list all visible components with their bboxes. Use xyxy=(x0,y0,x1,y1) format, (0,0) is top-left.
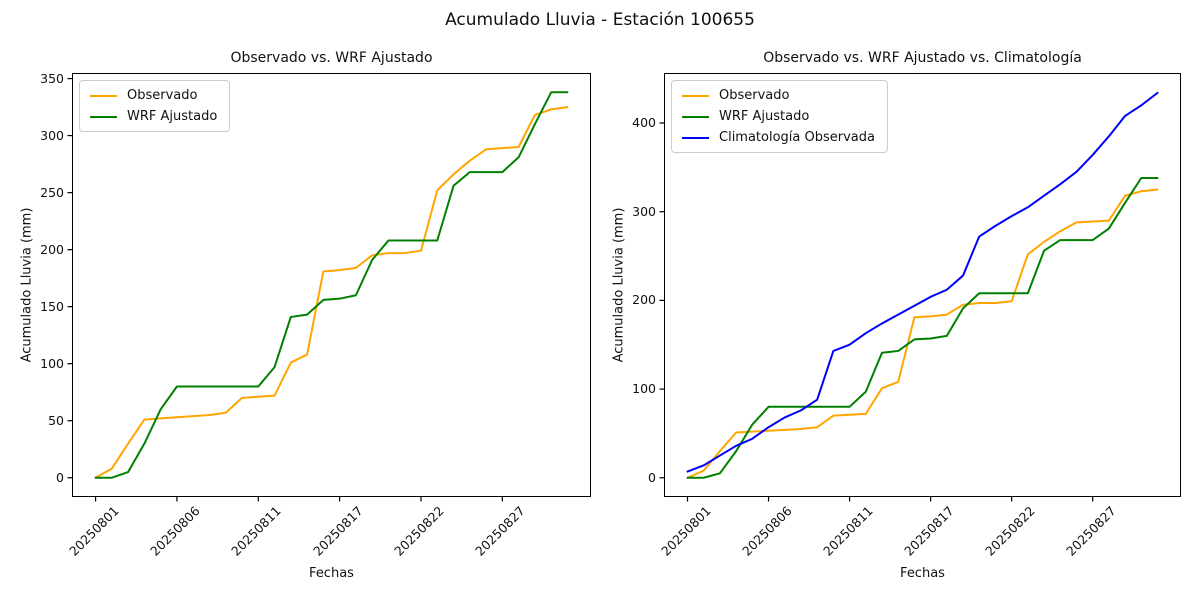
x-tick-label: 20250822 xyxy=(391,503,447,559)
y-tick-label: 200 xyxy=(40,241,64,257)
y-tick-label: 250 xyxy=(40,184,64,200)
right-y-axis-label: Acumulado Lluvia (mm) xyxy=(611,207,627,363)
left-chart-title: Observado vs. WRF Ajustado xyxy=(230,50,433,66)
series-line-climatolog-a-observada xyxy=(686,91,1159,473)
x-tick-label: 20250827 xyxy=(1062,503,1119,559)
y-tick-label: 100 xyxy=(632,381,656,397)
right-chart-plot-area xyxy=(659,73,1181,502)
axes-frame xyxy=(664,73,1181,497)
series-line-observado xyxy=(94,106,569,479)
legend-line-swatch xyxy=(90,115,117,118)
x-tick-label: 20250801 xyxy=(65,503,122,559)
x-tick-label: 20250806 xyxy=(738,503,795,559)
y-tick-label: 0 xyxy=(648,469,656,485)
series-line-observado xyxy=(686,188,1159,479)
left-chart-legend: Observado WRF Ajustado xyxy=(79,80,231,132)
left-chart-plot-area xyxy=(67,73,591,502)
legend-label: Climatología Observada xyxy=(719,130,875,145)
x-tick-label: 20250801 xyxy=(657,503,714,559)
y-tick-label: 150 xyxy=(40,298,64,314)
right-chart-legend: Observado WRF Ajustado Climatología Observ… xyxy=(671,80,888,153)
left-x-axis-label: Fechas xyxy=(309,566,354,581)
legend-line-swatch xyxy=(682,94,709,97)
legend-label: WRF Ajustado xyxy=(719,109,810,124)
y-tick-label: 400 xyxy=(632,115,656,131)
legend-label: WRF Ajustado xyxy=(127,109,218,124)
legend-line-swatch xyxy=(682,136,709,139)
axes-frame xyxy=(72,73,591,497)
y-tick-label: 300 xyxy=(632,203,656,219)
x-tick-label: 20250827 xyxy=(472,503,529,559)
legend-line-swatch xyxy=(90,94,117,97)
y-tick-label: 300 xyxy=(40,127,64,143)
x-tick-label: 20250817 xyxy=(900,503,957,559)
legend-item: Observado xyxy=(682,88,875,103)
series-line-wrf-ajustado xyxy=(94,91,569,479)
legend-item: Observado xyxy=(90,88,217,103)
right-chart-title: Observado vs. WRF Ajustado vs. Climatolo… xyxy=(763,50,1082,66)
legend-item: Climatología Observada xyxy=(682,130,875,145)
y-tick-label: 100 xyxy=(40,355,64,371)
legend-item: WRF Ajustado xyxy=(90,109,217,124)
left-y-axis-label: Acumulado Lluvia (mm) xyxy=(19,207,35,363)
x-tick-label: 20250817 xyxy=(309,503,366,559)
y-tick-label: 0 xyxy=(56,469,64,485)
x-tick-label: 20250822 xyxy=(981,503,1038,559)
legend-line-swatch xyxy=(682,115,709,118)
legend-item: WRF Ajustado xyxy=(682,109,875,124)
x-tick-label: 20250811 xyxy=(228,503,285,559)
y-tick-label: 200 xyxy=(632,292,656,308)
legend-label: Observado xyxy=(127,88,198,103)
figure-title: Acumulado Lluvia - Estación 100655 xyxy=(445,10,755,30)
legend-label: Observado xyxy=(719,88,790,103)
x-tick-label: 20250811 xyxy=(819,503,876,559)
right-x-axis-label: Fechas xyxy=(900,566,945,581)
series-line-wrf-ajustado xyxy=(686,177,1159,479)
x-tick-label: 20250806 xyxy=(147,503,203,559)
y-tick-label: 50 xyxy=(48,412,64,428)
y-tick-label: 350 xyxy=(40,70,64,86)
